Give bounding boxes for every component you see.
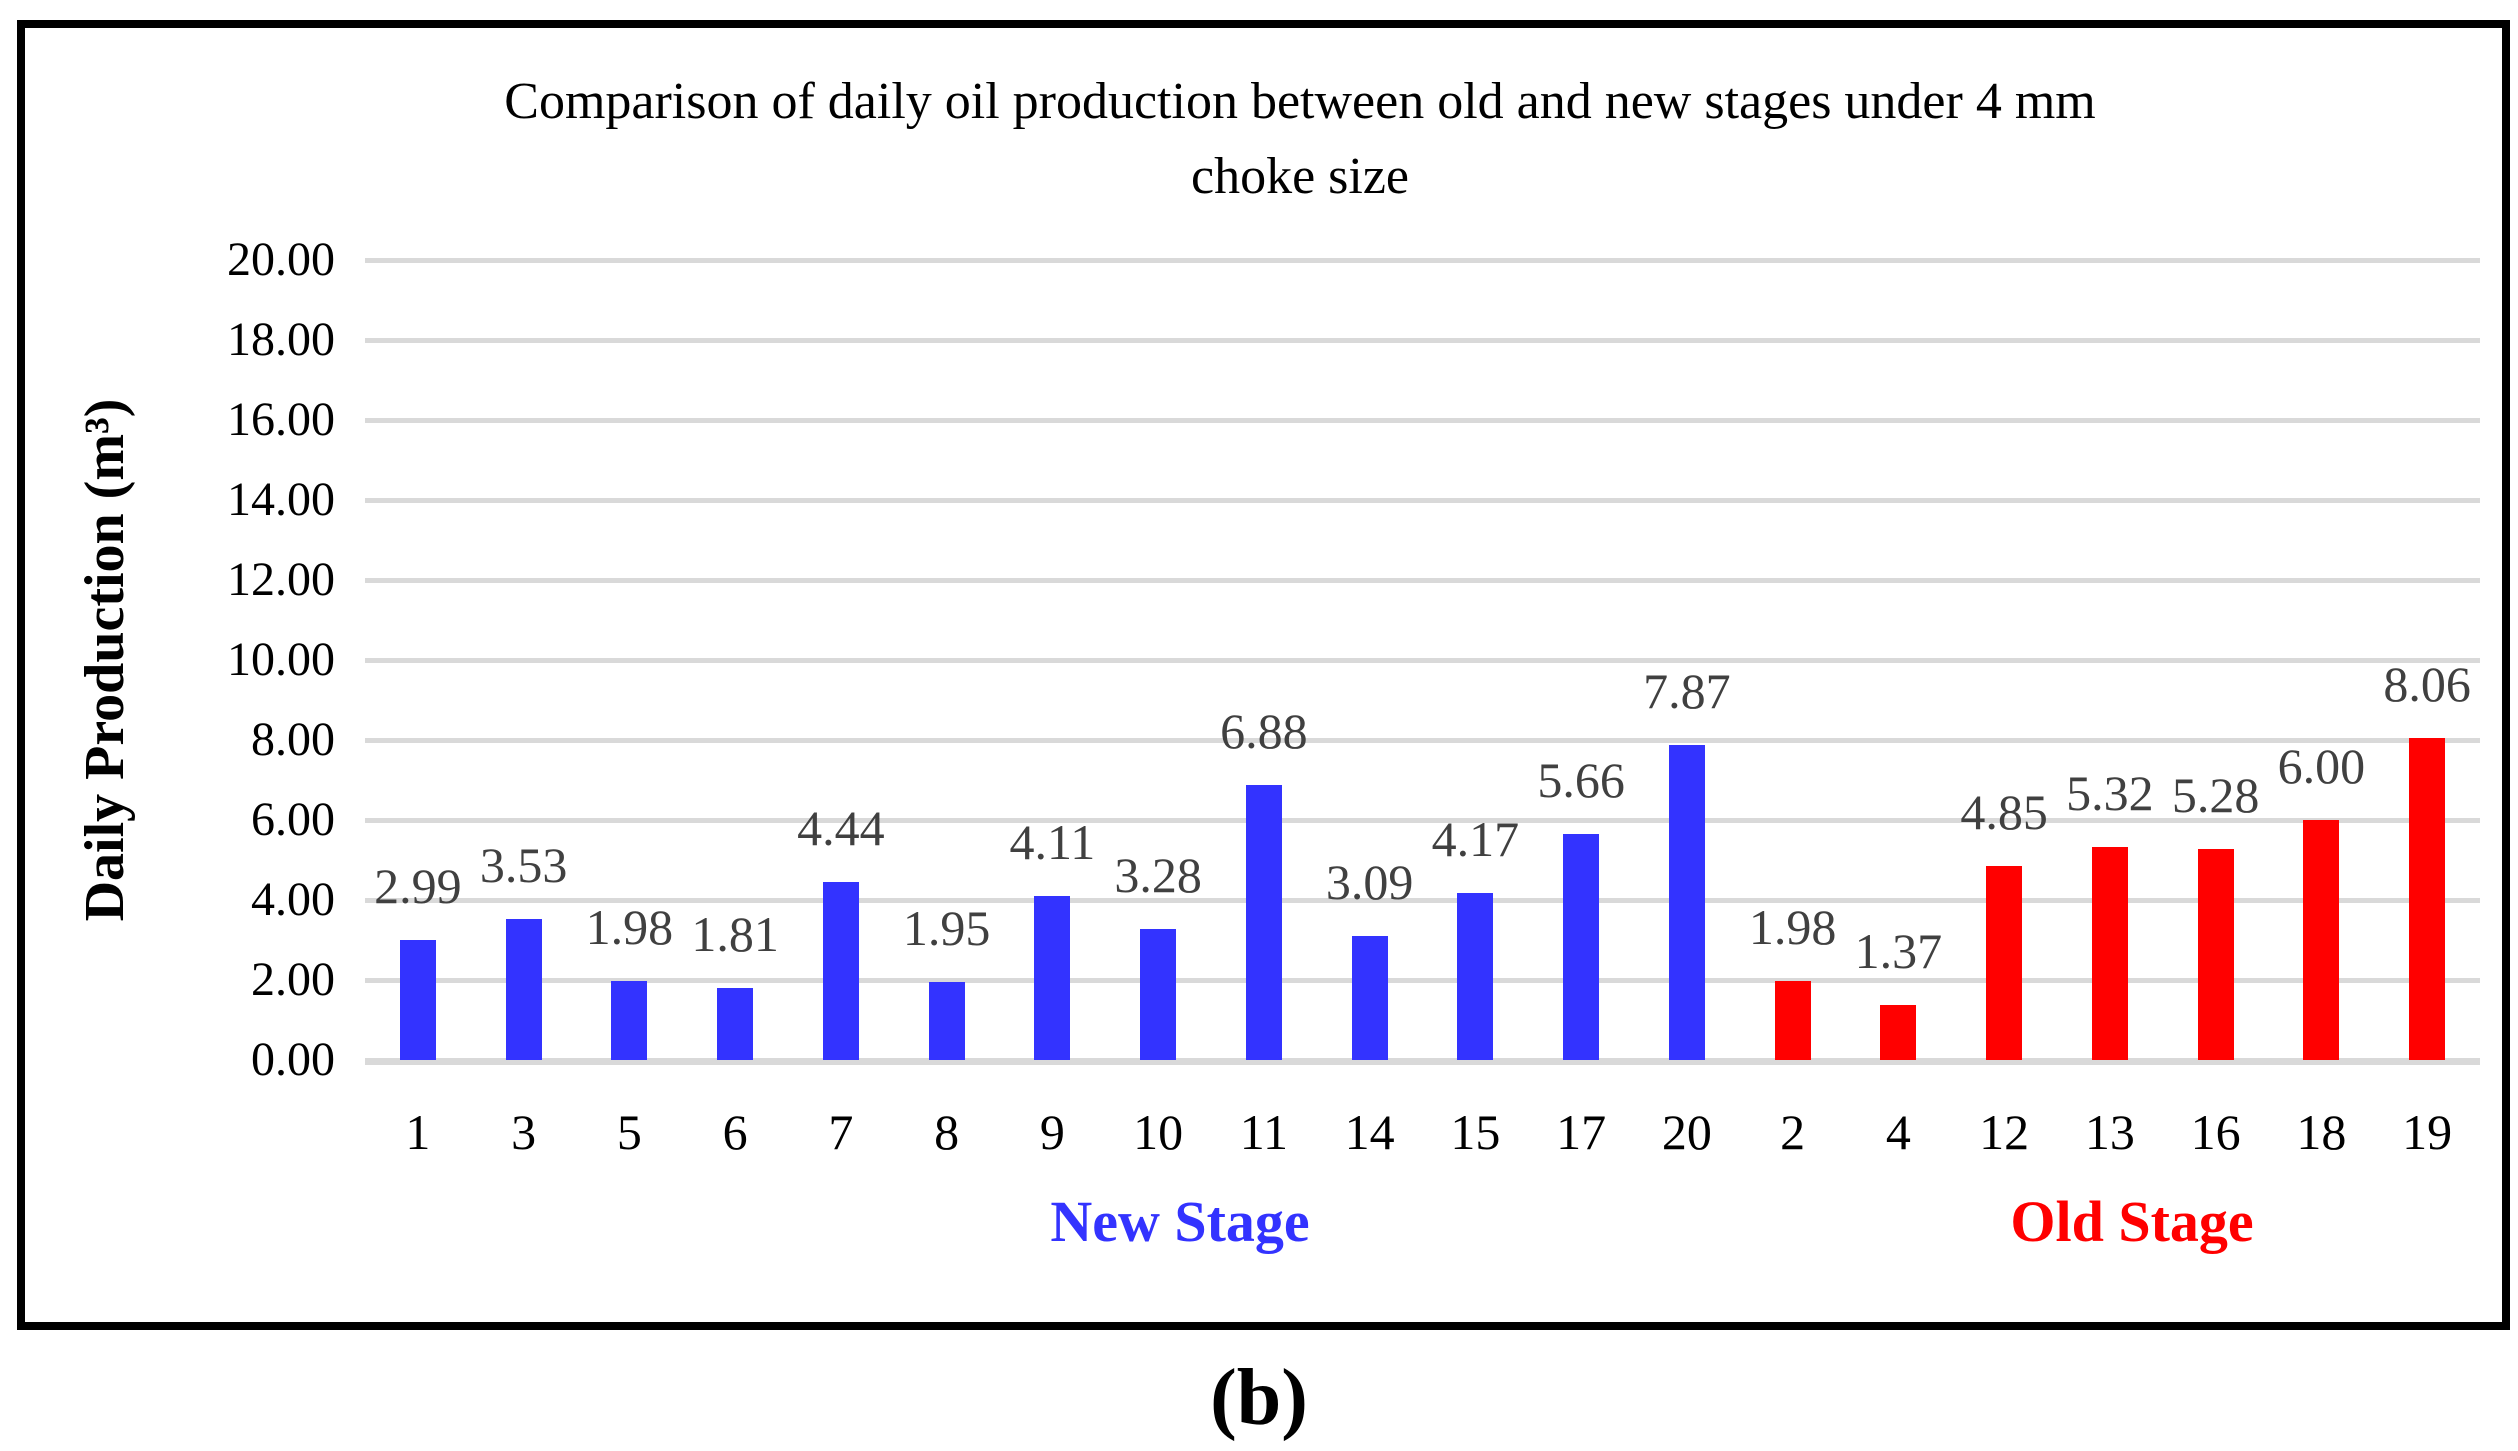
y-tick-label: 12.00 (227, 553, 335, 606)
bar-stage-10 (1140, 928, 1177, 1060)
y-tick-label: 6.00 (251, 793, 335, 846)
bar-stage-20 (1668, 745, 1705, 1060)
y-tick-label: 8.00 (251, 713, 335, 766)
x-category-label: 15 (1450, 1104, 1501, 1160)
stage-label-new-stage: New Stage (1050, 1189, 1310, 1254)
bar-stage-19 (2409, 737, 2446, 1060)
bar-value-label: 1.98 (1748, 898, 1837, 955)
bar-stage-6 (717, 987, 754, 1060)
bar-value-label: 5.28 (2171, 766, 2260, 823)
y-tick-label: 20.00 (227, 233, 335, 286)
gridline (365, 818, 2480, 823)
gridline (365, 658, 2480, 663)
bar-value-label: 7.87 (1643, 663, 1731, 720)
bar-stage-16 (2197, 848, 2234, 1060)
bar-value-label: 1.98 (585, 898, 674, 955)
x-category-label: 10 (1133, 1104, 1184, 1160)
gridline (365, 418, 2480, 423)
chart-panel: Comparison of daily oil production betwe… (17, 20, 2510, 1330)
bar-value-label: 6.88 (1220, 702, 1308, 759)
bar-stage-12 (1986, 866, 2023, 1060)
x-category-label: 12 (1979, 1104, 2030, 1160)
y-tick-label: 2.00 (251, 953, 335, 1006)
bar-value-label: 4.11 (1009, 813, 1096, 870)
y-tick-label: 10.00 (227, 633, 335, 686)
x-category-label: 13 (2084, 1104, 2135, 1160)
gridline (365, 738, 2480, 743)
y-tick-label: 14.00 (227, 473, 335, 526)
x-category-label: 3 (511, 1104, 537, 1160)
bar-value-label: 6.00 (2277, 738, 2366, 794)
bar-stage-15 (1457, 893, 1494, 1060)
x-category-label: 14 (1344, 1104, 1395, 1160)
y-tick-label: 4.00 (251, 873, 335, 926)
x-category-label: 7 (828, 1104, 854, 1160)
bar-value-label: 1.81 (691, 905, 779, 962)
gridline (365, 898, 2480, 903)
x-category-label: 20 (1661, 1104, 1712, 1160)
bar-stage-17 (1563, 833, 1600, 1060)
bar-value-label: 3.09 (1325, 854, 1414, 911)
bar-value-label: 4.17 (1431, 811, 1520, 868)
y-tick-label: 16.00 (227, 393, 335, 446)
x-category-label: 2 (1780, 1104, 1806, 1160)
bar-stage-14 (1351, 936, 1388, 1060)
chart-title-line-1: Comparison of daily oil production betwe… (504, 73, 2096, 130)
x-category-label: 8 (934, 1104, 960, 1160)
figure-caption: (b) (1210, 1354, 1308, 1442)
bar-value-label: 1.95 (902, 900, 991, 956)
bar-stage-7 (822, 882, 859, 1060)
chart-title: Comparison of daily oil production betwe… (95, 64, 2505, 214)
x-category-label: 11 (1239, 1104, 1288, 1160)
gridline (365, 498, 2480, 503)
bar-stage-13 (2091, 847, 2128, 1060)
stage-label-old-stage: Old Stage (2010, 1189, 2254, 1254)
x-category-label: 1 (405, 1104, 431, 1160)
bar-stage-1 (399, 940, 436, 1060)
x-axis-line (365, 1058, 2480, 1065)
y-tick-label: 0.00 (251, 1033, 335, 1086)
y-tick-label: 18.00 (227, 313, 335, 366)
bar-value-label: 4.85 (1960, 784, 2048, 840)
bar-value-label: 5.32 (2066, 765, 2154, 822)
bar-value-label: 3.28 (1114, 846, 1202, 903)
bar-stage-18 (2303, 820, 2340, 1060)
x-category-label: 19 (2402, 1104, 2453, 1160)
x-category-label: 6 (722, 1104, 748, 1160)
bar-value-label: 4.44 (797, 800, 885, 857)
x-category-label: 17 (1556, 1104, 1607, 1160)
bar-stage-5 (611, 980, 648, 1060)
x-category-label: 18 (2296, 1104, 2347, 1160)
bar-stage-8 (928, 982, 965, 1060)
gridline (365, 978, 2480, 983)
bar-value-label: 1.37 (1854, 923, 1943, 980)
bar-value-label: 2.99 (374, 858, 462, 915)
plot-area (365, 258, 2480, 1065)
x-category-label: 4 (1885, 1104, 1911, 1160)
bar-stage-9 (1034, 895, 1071, 1060)
x-category-label: 16 (2190, 1104, 2241, 1160)
bar-value-label: 8.06 (2383, 655, 2471, 712)
gridline (365, 258, 2480, 263)
bar-stage-11 (1245, 784, 1282, 1060)
chart-title-line-2: choke size (1190, 148, 1409, 205)
bar-stage-2 (1774, 980, 1811, 1060)
bar-value-label: 3.53 (479, 836, 568, 893)
bar-value-label: 5.66 (1537, 751, 1625, 808)
bar-stage-3 (505, 918, 542, 1060)
bar-stage-4 (1880, 1005, 1917, 1060)
gridline (365, 578, 2480, 583)
gridline (365, 338, 2480, 343)
x-category-label: 9 (1039, 1104, 1065, 1160)
x-category-label: 5 (616, 1104, 642, 1160)
